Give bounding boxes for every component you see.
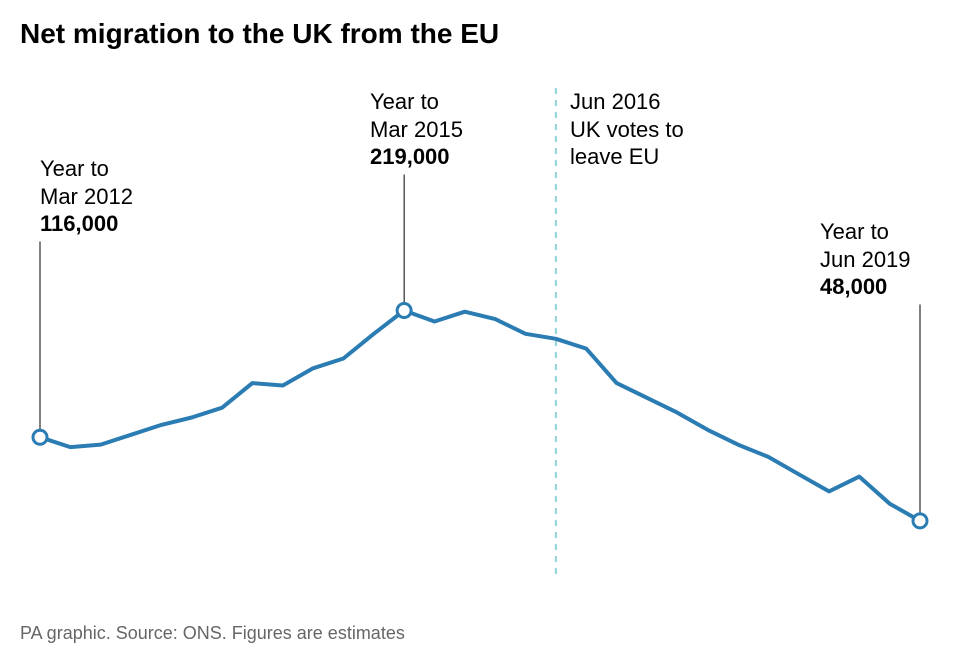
- annotation-line: Mar 2015: [370, 116, 463, 144]
- annotation-event: Jun 2016 UK votes to leave EU: [570, 88, 684, 171]
- annotation-2019: Year to Jun 2019 48,000: [820, 218, 911, 301]
- annotation-line: Year to: [820, 218, 911, 246]
- annotation-line: UK votes to: [570, 116, 684, 144]
- annotation-line: leave EU: [570, 143, 684, 171]
- annotation-value: 116,000: [40, 210, 133, 238]
- annotation-value: 219,000: [370, 143, 463, 171]
- annotation-value: 48,000: [820, 273, 911, 301]
- annotation-2015: Year to Mar 2015 219,000: [370, 88, 463, 171]
- annotation-line: Mar 2012: [40, 183, 133, 211]
- annotation-line: Year to: [40, 155, 133, 183]
- chart-svg: [0, 0, 960, 662]
- chart-container: Net migration to the UK from the EU Year…: [0, 0, 960, 662]
- annotation-line: Year to: [370, 88, 463, 116]
- source-line: PA graphic. Source: ONS. Figures are est…: [20, 623, 405, 644]
- annotation-line: Jun 2019: [820, 246, 911, 274]
- annotation-line: Jun 2016: [570, 88, 684, 116]
- annotation-2012: Year to Mar 2012 116,000: [40, 155, 133, 238]
